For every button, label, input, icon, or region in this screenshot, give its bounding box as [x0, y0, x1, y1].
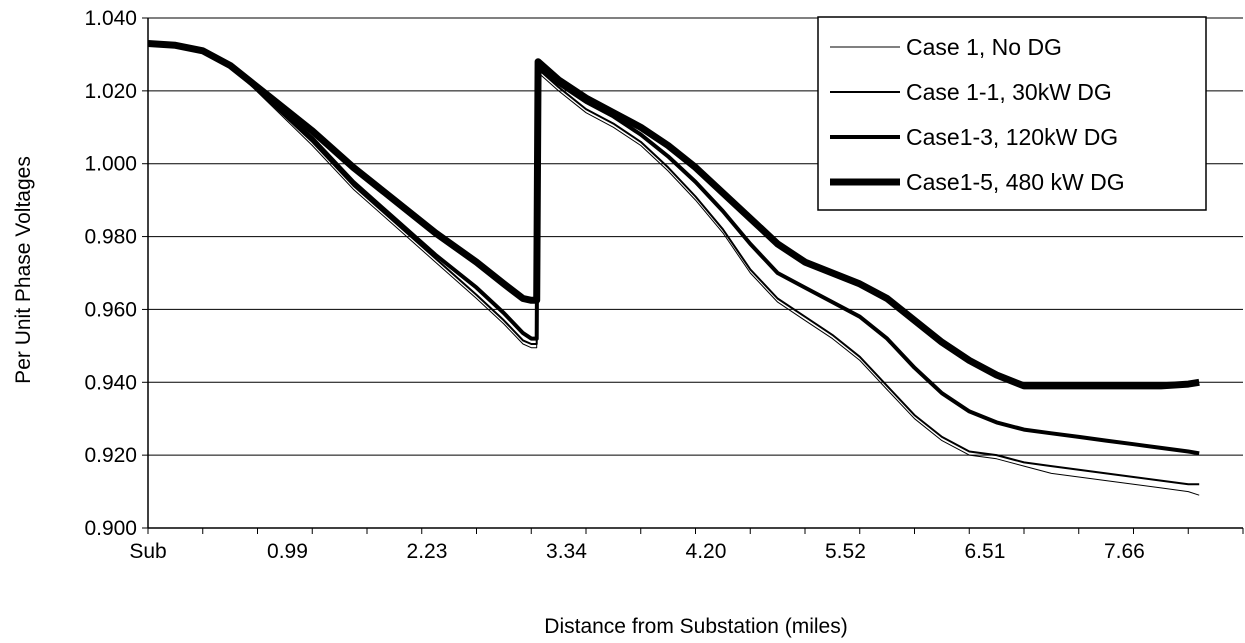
y-tick-label: 1.020 [84, 80, 137, 103]
legend-label: Case1-3, 120kW DG [906, 124, 1118, 150]
x-tick-label: 5.52 [825, 540, 866, 563]
x-tick-label: 3.34 [546, 540, 587, 563]
series-line-4 [147, 40, 1200, 390]
x-tick-label: 2.23 [407, 540, 448, 563]
y-tick-label: 0.960 [84, 298, 137, 321]
series-lines [147, 40, 1200, 496]
x-tick-label: 7.66 [1104, 540, 1145, 563]
y-tick-label: 0.900 [84, 517, 137, 540]
x-tick-label: Sub [129, 540, 166, 563]
legend-label: Case 1, No DG [906, 34, 1062, 60]
legend-label: Case1-5, 480 kW DG [906, 169, 1125, 195]
x-axis-label: Distance from Substation (miles) [544, 615, 847, 638]
y-axis-label: Per Unit Phase Voltages [12, 156, 35, 384]
x-tick-label: 0.99 [267, 540, 308, 563]
legend-box [817, 16, 1207, 211]
y-tick-label: 0.940 [84, 371, 137, 394]
y-axis-ticks: 0.900 0.920 0.940 0.960 0.980 1.000 1.020 1.040 [84, 7, 148, 540]
legend: Case 1, No DG Case 1-1, 30kW DG Case1-3, 1… [817, 16, 1207, 211]
x-tick-label: 6.51 [965, 540, 1006, 563]
series-line-1 [147, 43, 1200, 496]
x-tick-label: 4.20 [686, 540, 727, 563]
y-tick-label: 0.980 [84, 226, 137, 249]
y-tick-label: 1.000 [84, 153, 137, 176]
x-axis-ticks: Sub 0.99 2.23 3.34 4.20 5.52 6.51 7.66 [129, 528, 1244, 563]
y-tick-label: 1.040 [84, 7, 137, 30]
series-line-3 [147, 41, 1200, 456]
series-line-2 [147, 42, 1200, 486]
legend-label: Case 1-1, 30kW DG [906, 79, 1112, 105]
y-tick-label: 0.920 [84, 444, 137, 467]
